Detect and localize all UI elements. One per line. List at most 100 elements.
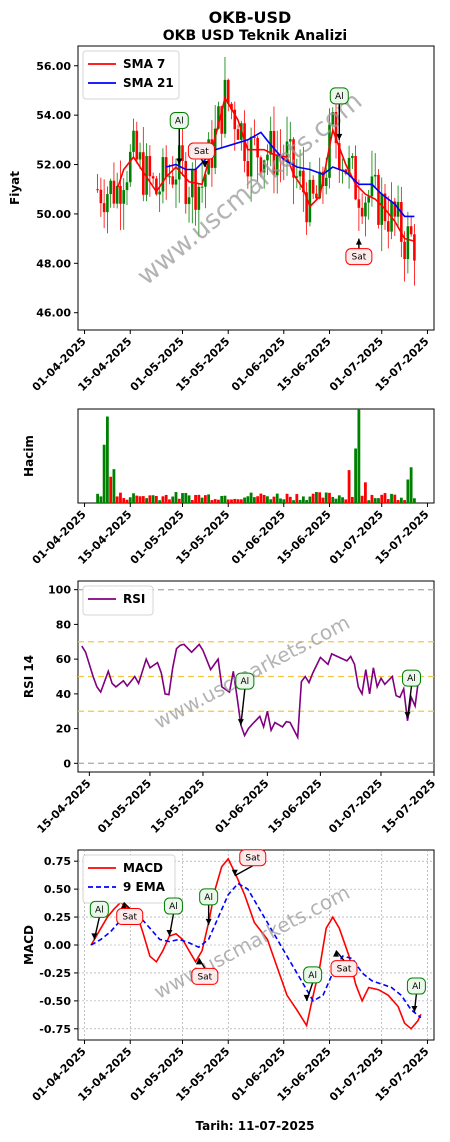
price-sell-label: Sat <box>351 253 366 263</box>
price-legend-entry: SMA 7 <box>123 57 165 71</box>
rsi-x-tick-label: 01-05-2025 <box>95 777 154 836</box>
price-candle-body <box>246 161 250 177</box>
volume-bar <box>341 497 344 503</box>
price-candle-body <box>311 179 315 194</box>
price-candle-body <box>102 203 106 213</box>
price-candle-body <box>413 234 416 261</box>
price-candle-body <box>262 160 266 173</box>
volume-bar <box>194 494 197 503</box>
price-candle-body <box>373 174 377 177</box>
macd-buy-signal <box>406 977 426 995</box>
macd-signal-arrowhead <box>166 930 173 937</box>
volume-bar <box>99 496 103 503</box>
price-candle-body <box>181 145 184 161</box>
price-candle-body <box>285 141 289 162</box>
volume-bar <box>105 416 109 503</box>
price-candle-body <box>364 202 367 217</box>
price-candle-body <box>256 137 259 158</box>
volume-bar <box>207 494 211 503</box>
price-candle-body <box>138 152 142 160</box>
price-candle-body <box>275 155 279 176</box>
price-candle-body <box>112 180 116 204</box>
macd-y-tick-label: -0.25 <box>39 967 71 980</box>
price-candle-body <box>223 79 227 134</box>
volume-bar <box>347 470 351 503</box>
price-candle-body <box>347 158 351 174</box>
price-candle-body <box>187 197 191 204</box>
macd-buy-label: Al <box>412 982 421 992</box>
price-candle-body <box>230 103 233 110</box>
volume-bar <box>399 497 403 503</box>
rsi-y-tick-label: 20 <box>56 723 72 736</box>
price-sell-label: Sat <box>194 147 209 157</box>
macd-buy-signal <box>199 888 219 906</box>
price-candle-body <box>386 221 390 232</box>
volume-bar <box>285 493 289 503</box>
price-candle-body <box>148 156 152 177</box>
price-candle-body <box>370 176 374 197</box>
volume-bar <box>305 500 309 503</box>
price-panel: 01-04-202515-04-202501-05-202515-05-2025… <box>8 45 435 394</box>
macd-sell-signal <box>191 967 219 985</box>
price-candle-body <box>360 207 364 217</box>
price-candle-body <box>191 169 194 198</box>
rsi-y-tick-label: 0 <box>63 757 71 770</box>
price-y-tick-label: 48.00 <box>36 257 71 270</box>
volume-bar <box>145 498 148 503</box>
price-candle-body <box>122 190 126 204</box>
volume-bar <box>174 492 178 503</box>
rsi-legend <box>82 585 154 616</box>
volume-bar <box>226 499 230 503</box>
rsi-x-tick-label: 15-06-2025 <box>266 777 325 836</box>
price-legend <box>82 50 180 100</box>
price-buy-signal <box>169 112 189 130</box>
macd-signal-arrowhead <box>333 950 340 957</box>
price-candle-body <box>367 196 370 203</box>
price-signal-arrowhead <box>336 133 343 140</box>
price-candle-body <box>331 112 335 125</box>
volume-bar <box>154 496 158 503</box>
volume-bar <box>370 494 374 503</box>
macd-buy-label: Al <box>169 902 178 912</box>
volume-bar <box>344 499 348 503</box>
macd-legend-entry: MACD <box>123 861 163 875</box>
price-candle-body <box>269 130 272 155</box>
price-candle-body <box>233 109 237 130</box>
price-signal-arrowhead <box>176 158 183 165</box>
price-candle-body <box>400 202 403 242</box>
volume-bar <box>96 493 99 503</box>
macd-panel: 01-04-202515-04-202501-05-202515-05-2025… <box>22 849 435 1104</box>
price-candle-body <box>99 189 103 204</box>
volume-bar <box>413 498 416 503</box>
rsi-y-axis-label: RSI 14 <box>22 655 36 698</box>
price-candle-body <box>119 185 122 204</box>
volume-bar <box>171 496 175 503</box>
price-candle-body <box>334 112 338 144</box>
volume-bar <box>279 498 282 503</box>
price-candle-body <box>171 176 175 185</box>
volume-bar <box>390 493 393 503</box>
price-candle-body <box>266 154 269 161</box>
rsi-y-tick-label: 80 <box>56 618 72 631</box>
macd-signal-arrowhead <box>205 918 212 925</box>
price-candle-body <box>236 129 240 140</box>
volume-bar <box>252 497 256 503</box>
price-candle-body <box>318 171 321 199</box>
volume-bar <box>396 500 400 503</box>
volume-bar <box>380 494 384 503</box>
rsi-y-tick-label: 100 <box>48 584 71 597</box>
volume-bar <box>217 499 220 503</box>
macd-signal-arrowhead <box>231 869 238 876</box>
macd-signal-arrowhead <box>195 958 202 965</box>
volume-bar <box>331 496 335 503</box>
volume-bar <box>246 496 250 503</box>
rsi-buy-signal <box>235 672 255 690</box>
price-candle-body <box>145 156 148 195</box>
rsi-y-tick-label: 60 <box>56 653 72 666</box>
volume-bar <box>393 494 397 503</box>
macd-signal-arrow <box>198 958 206 969</box>
volume-bar <box>125 499 129 503</box>
macd-signal-arrow <box>123 902 131 910</box>
volume-bar <box>337 495 341 503</box>
macd-y-tick-label: 0.00 <box>44 939 71 952</box>
